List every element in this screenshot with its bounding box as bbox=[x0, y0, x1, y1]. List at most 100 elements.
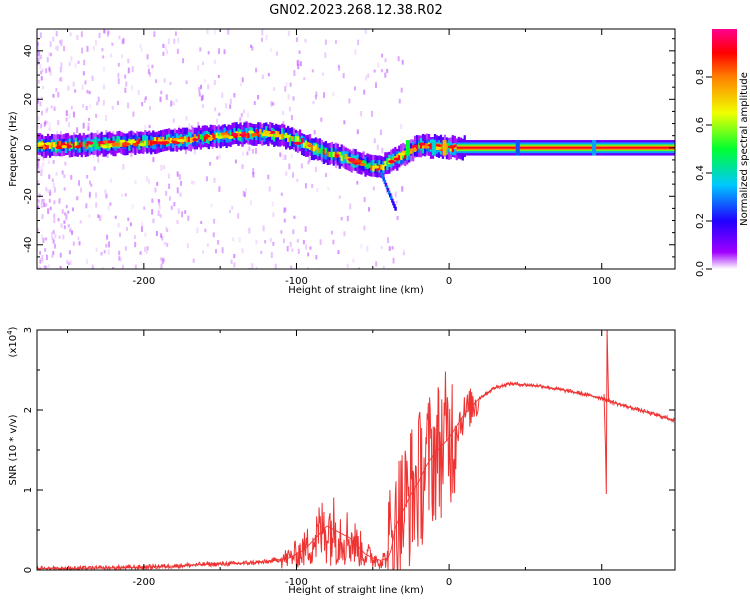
spectrogram-noise-cell bbox=[352, 258, 355, 263]
spectrogram-ridge-cell bbox=[326, 151, 329, 157]
spectrogram-ridge-cell bbox=[330, 152, 333, 158]
spectrogram-noise-cell bbox=[206, 29, 209, 35]
spectrogram-noise-cell bbox=[93, 166, 96, 171]
snr-frame bbox=[36, 329, 676, 571]
spectrogram-noise-cell bbox=[53, 187, 56, 193]
spectrogram-noise-cell bbox=[157, 199, 160, 203]
spectrogram-noise-cell bbox=[168, 196, 171, 201]
spectrogram-noise-cell bbox=[202, 250, 205, 254]
spectrogram-noise-cell bbox=[55, 130, 58, 137]
spectrogram-noise-cell bbox=[159, 214, 162, 218]
spectrogram-noise-cell bbox=[117, 72, 120, 78]
spectrogram-noise-cell bbox=[57, 91, 60, 98]
spectrogram-ridge-cell bbox=[378, 164, 381, 171]
spectrogram-peak bbox=[121, 142, 131, 146]
spectrogram-noise-cell bbox=[287, 94, 290, 100]
colorbar-tick-label: 0.2 bbox=[695, 213, 706, 229]
spectrogram-ridge-cell bbox=[318, 148, 322, 154]
spectrogram-noise-cell bbox=[151, 209, 154, 215]
spectrogram-noise-cell bbox=[92, 154, 95, 158]
spectrogram-noise-cell bbox=[76, 127, 79, 133]
spectrogram-noise-cell bbox=[109, 178, 112, 183]
spectrogram-noise-cell bbox=[105, 193, 108, 199]
spectrogram-ridge-cell bbox=[366, 157, 369, 170]
spectrogram-noise-cell bbox=[151, 64, 154, 69]
spectrogram-noise-cell bbox=[77, 180, 80, 186]
spectrogram-noise-cell bbox=[233, 262, 236, 268]
spectrogram-noise-cell bbox=[321, 72, 324, 76]
spectrogram-noise-cell bbox=[298, 50, 301, 54]
spectrogram-noise-cell bbox=[289, 82, 292, 87]
spectrogram-noise-cell bbox=[373, 69, 376, 73]
spectrogram-noise-cell bbox=[267, 72, 270, 77]
spectrogram-noise-cell bbox=[290, 265, 293, 269]
x-tick-label: -200 bbox=[132, 577, 155, 588]
spectrogram-noise-cell bbox=[131, 84, 134, 91]
spectrogram-noise-cell bbox=[112, 266, 115, 269]
spectrogram-noise-cell bbox=[39, 54, 42, 60]
spectrogram-noise-cell bbox=[214, 107, 217, 112]
spectrogram-noise-cell bbox=[379, 129, 382, 136]
spectrogram-peak bbox=[263, 130, 271, 134]
spectrogram-noise-cell bbox=[97, 96, 100, 102]
spectrogram-noise-cell bbox=[41, 198, 44, 203]
spectrogram-tail-cell bbox=[380, 172, 383, 177]
spectrogram-noise-cell bbox=[92, 267, 95, 269]
spectrogram-noise-cell bbox=[323, 92, 326, 99]
spectrogram-noise-cell bbox=[69, 32, 72, 37]
spectrogram-noise-cell bbox=[80, 187, 83, 193]
spectrogram-noise-cell bbox=[303, 77, 306, 81]
spectrogram-noise-cell bbox=[107, 205, 110, 211]
spectrogram-noise-cell bbox=[161, 236, 164, 241]
spectrogram-noise-cell bbox=[127, 102, 130, 109]
spectrogram-noise-cell bbox=[353, 86, 356, 91]
spectrogram-noise-cell bbox=[166, 50, 169, 55]
spectrogram-ridge-cell bbox=[245, 132, 248, 139]
spectrogram-noise-cell bbox=[50, 231, 53, 238]
spectrogram-noise-cell bbox=[364, 29, 367, 35]
spectrogram-noise-cell bbox=[60, 41, 63, 47]
spectrogram-noise-cell bbox=[396, 216, 399, 221]
spectrogram-ridge-cell bbox=[392, 156, 395, 163]
spectrogram-ridge-cell bbox=[386, 159, 389, 165]
spectrogram-noise-cell bbox=[282, 110, 285, 116]
spectrogram-ridge-cell bbox=[344, 153, 347, 160]
spectrogram-noise-cell bbox=[200, 221, 203, 225]
spectrogram-noise-cell bbox=[37, 203, 40, 208]
spectrogram-noise-cell bbox=[39, 63, 42, 70]
spectrogram-noise-cell bbox=[81, 47, 84, 54]
spectrogram-noise-cell bbox=[289, 241, 292, 248]
spectrogram-tail-cell bbox=[384, 182, 388, 187]
spectrogram-ridge-cell bbox=[118, 141, 121, 147]
spectrogram-noise-cell bbox=[85, 105, 88, 111]
colorbar-tick-label: 0.6 bbox=[695, 117, 706, 133]
spectrogram-noise-cell bbox=[257, 94, 260, 100]
spectrogram-ridge-cell bbox=[380, 164, 383, 170]
spectrogram-noise-cell bbox=[63, 225, 66, 230]
spectrogram-ridge-cell bbox=[338, 151, 341, 158]
spectrogram-noise-cell bbox=[354, 49, 357, 55]
spectrogram-noise-cell bbox=[52, 250, 55, 255]
spectrogram-noise-cell bbox=[67, 122, 70, 128]
spectrogram-noise-cell bbox=[229, 104, 232, 109]
spectrogram-peak bbox=[75, 145, 81, 149]
spectrogram-peak bbox=[388, 159, 395, 164]
spectrogram-peak bbox=[239, 133, 247, 137]
spectrogram-noise-cell bbox=[163, 165, 166, 170]
spectrogram-noise-cell bbox=[153, 31, 156, 37]
spectrogram-noise-cell bbox=[51, 178, 54, 183]
spectrogram-ridge-cell bbox=[279, 134, 282, 140]
spectrogram-ridge-cell bbox=[100, 142, 103, 148]
spectrogram-noise-cell bbox=[324, 39, 327, 45]
spectrogram-ridge-cell bbox=[296, 136, 300, 142]
spectrogram-ridge-cell bbox=[144, 140, 147, 146]
spectrogram-noise-cell bbox=[40, 123, 43, 129]
spectrogram-noise-cell bbox=[348, 98, 351, 104]
spectrogram-noise-cell bbox=[287, 30, 290, 36]
spectrogram-noise-cell bbox=[103, 250, 106, 254]
spectrogram-noise-cell bbox=[240, 113, 243, 118]
spectrogram-noise-cell bbox=[372, 186, 375, 191]
spectrogram-noise-cell bbox=[190, 125, 193, 129]
spectrogram-ridge-cell bbox=[257, 131, 260, 137]
spectrogram-noise-cell bbox=[218, 48, 221, 55]
